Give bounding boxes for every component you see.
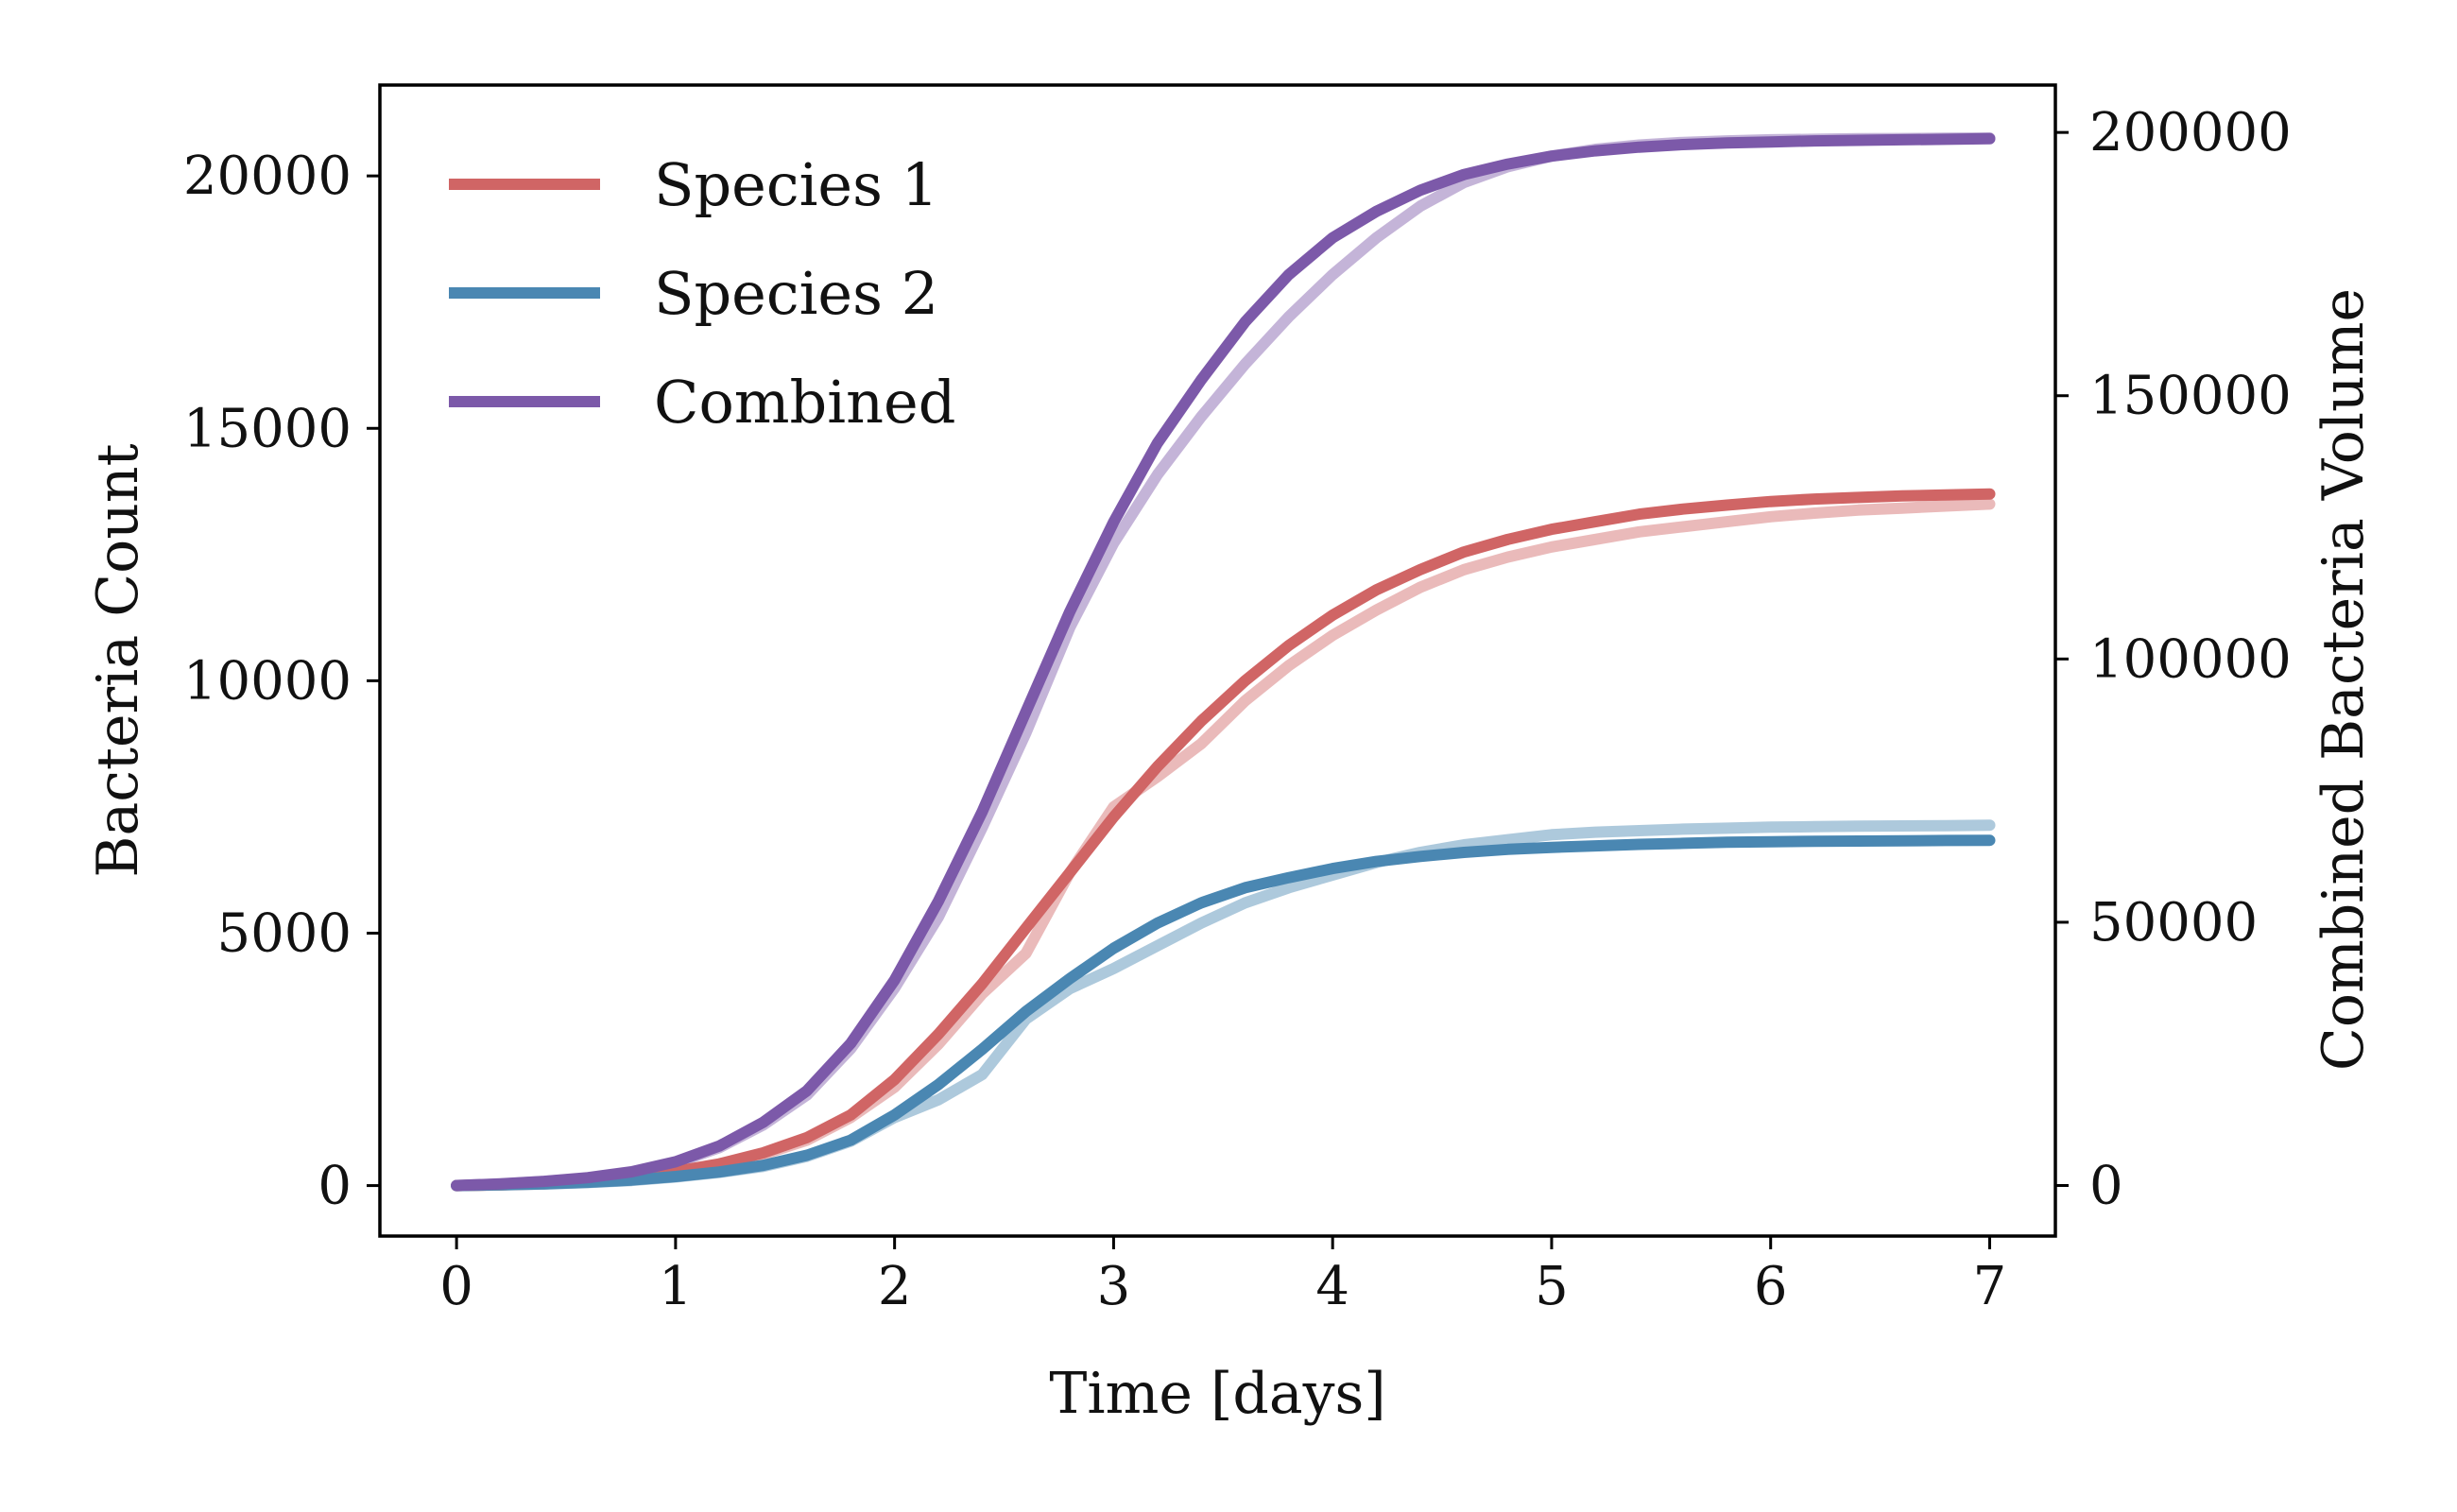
y-tick-label: 10000	[183, 650, 352, 712]
y-axis-right-ticks: 0 50000 100000 150000 200000	[2055, 102, 2292, 1217]
x-tick-label: 2	[878, 1256, 912, 1317]
x-tick-label: 3	[1097, 1256, 1131, 1317]
y2-tick-label: 50000	[2089, 892, 2258, 954]
x-tick-label: 0	[439, 1256, 473, 1317]
plot-area-frame	[378, 83, 2057, 1238]
y-tick-label: 15000	[183, 398, 352, 459]
x-tick-label: 7	[1973, 1256, 2007, 1317]
y-tick-label: 20000	[183, 146, 352, 207]
x-tick-label: 5	[1535, 1256, 1569, 1317]
y-axis-right-label: Combined Bacteria Volume	[2311, 288, 2377, 1071]
y2-tick-label: 0	[2089, 1156, 2123, 1217]
y2-tick-label: 150000	[2089, 366, 2292, 427]
species2-line	[451, 834, 1996, 1192]
y-tick-label: 5000	[216, 902, 352, 964]
legend-label-species1: Species 1	[654, 150, 938, 219]
y2-tick-label: 200000	[2089, 102, 2292, 163]
y2-tick-label: 100000	[2089, 628, 2292, 690]
x-tick-label: 6	[1754, 1256, 1788, 1317]
x-axis-ticks: 0 1 2 3 4 5 6 7	[439, 1236, 2006, 1317]
legend: Species 1 Species 2 Combined	[449, 150, 955, 437]
faint-species2-line	[451, 819, 1996, 1192]
y-tick-label: 0	[318, 1156, 352, 1217]
combined-line	[451, 132, 1996, 1192]
legend-label-species2: Species 2	[654, 259, 938, 328]
x-axis-label: Time [days]	[1049, 1361, 1385, 1427]
species1-line	[451, 488, 1996, 1192]
main-series-layer	[451, 132, 1996, 1192]
x-tick-label: 1	[659, 1256, 693, 1317]
legend-label-combined: Combined	[654, 368, 955, 437]
x-tick-label: 4	[1315, 1256, 1349, 1317]
y-axis-left-label: Bacteria Count	[85, 443, 151, 877]
y-axis-left-ticks: 0 5000 10000 15000 20000	[183, 146, 380, 1217]
